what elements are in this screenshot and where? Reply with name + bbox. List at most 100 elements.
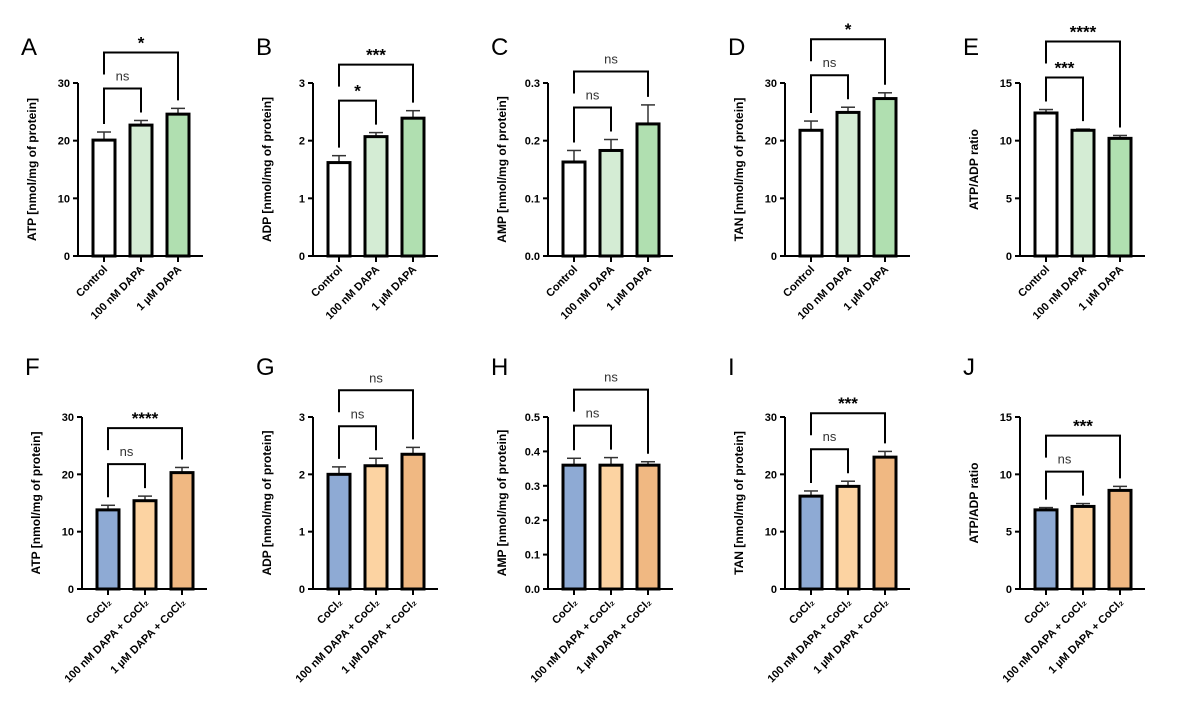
panel-label: J [963, 354, 975, 381]
y-axis-label: ATP/ADP ratio [967, 129, 981, 210]
panel-label: E [963, 34, 979, 61]
bar [835, 484, 861, 591]
panel-label: I [728, 354, 735, 381]
x-tick-label: 1 µM DAPA + CoCl₂ [1046, 597, 1126, 677]
significance-label: ns [369, 370, 383, 385]
y-axis-label: AMP [nmol/mg of protein] [495, 96, 509, 242]
x-tick-label: CoCl₂ [1022, 597, 1052, 627]
bar [132, 499, 158, 591]
significance-label: * [138, 33, 145, 52]
bar [1070, 128, 1096, 258]
bar [169, 471, 195, 591]
bar [872, 455, 898, 591]
significance-label: *** [366, 46, 386, 65]
significance-bracket [1045, 76, 1084, 122]
significance-label: * [354, 82, 361, 101]
significance-bracket [103, 87, 142, 125]
y-tick-label: 30 [62, 412, 74, 424]
bar [635, 122, 661, 258]
panel-label: A [21, 34, 37, 61]
y-axis-label: ADP [nmol/mg of protein] [260, 430, 274, 575]
y-tick-label: 0.1 [525, 193, 540, 205]
bar [400, 452, 426, 591]
significance-label: *** [1073, 417, 1093, 436]
bar [165, 112, 191, 258]
y-tick-label: 2 [299, 136, 305, 148]
y-tick-label: 0 [771, 251, 777, 263]
significance-label: ns [586, 88, 600, 103]
y-tick-label: 10 [62, 527, 74, 539]
significance-label: ns [351, 406, 365, 421]
x-tick-label: Control [74, 264, 110, 300]
bar [1033, 111, 1059, 258]
bar [1107, 488, 1133, 591]
y-tick-label: 30 [765, 412, 777, 424]
significance-bracket [573, 424, 612, 451]
y-tick-label: 3 [299, 78, 305, 90]
significance-label: *** [1055, 59, 1075, 78]
x-tick-label: Control [544, 264, 580, 300]
significance-label: ns [604, 370, 618, 385]
x-tick-label: 1 µM DAPA + CoCl₂ [811, 597, 891, 677]
y-tick-label: 0 [64, 251, 70, 263]
significance-label: *** [838, 394, 858, 413]
x-tick-label: Control [781, 264, 817, 300]
significance-bracket [1045, 40, 1121, 128]
significance-label: ns [823, 429, 837, 444]
y-axis-label: ATP [nmol/mg of protein] [25, 98, 39, 241]
bar [95, 508, 121, 591]
y-axis-label: TAN [nmol/mg of protein] [732, 431, 746, 575]
y-tick-label: 3 [299, 412, 305, 424]
y-tick-label: 20 [58, 136, 70, 148]
x-tick-label: CoCl₂ [315, 597, 345, 627]
y-tick-label: 15 [1000, 412, 1012, 424]
bar [835, 110, 861, 258]
significance-label: **** [132, 409, 159, 428]
y-axis-label: ADP [nmol/mg of protein] [260, 97, 274, 242]
panel-c: C 0.0 0.1 0.2 0.3 AMP [nmol/mg of protein] Con… [491, 34, 673, 322]
y-tick-label: 1 [299, 527, 305, 539]
bar [1070, 504, 1096, 591]
significance-bracket [810, 38, 886, 85]
significance-bracket [338, 99, 377, 148]
y-tick-label: 0.0 [525, 251, 540, 263]
bar [400, 116, 426, 258]
x-tick-label: CoCl₂ [550, 597, 580, 627]
y-axis-label: ATP [nmol/mg of protein] [29, 432, 43, 575]
y-axis-label: ATP/ADP ratio [967, 463, 981, 544]
x-tick-label: Control [309, 264, 345, 300]
significance-label: ns [586, 406, 600, 421]
bar [1033, 508, 1059, 591]
y-tick-label: 10 [1000, 469, 1012, 481]
y-tick-label: 0 [68, 584, 74, 596]
y-tick-label: 20 [62, 469, 74, 481]
significance-bracket [1045, 470, 1084, 500]
panel-label: F [25, 354, 40, 381]
x-tick-label: Control [1016, 264, 1052, 300]
y-tick-label: 0 [771, 584, 777, 596]
y-tick-label: 0 [1006, 584, 1012, 596]
y-tick-label: 20 [765, 469, 777, 481]
significance-label: ns [823, 55, 837, 70]
panel-h: H 0.0 0.1 0.2 0.3 0.4 0.5 AMP [nmol/mg of prote… [491, 354, 673, 685]
significance-bracket [338, 63, 414, 103]
significance-label: **** [1070, 23, 1097, 42]
significance-bracket [1045, 434, 1121, 479]
y-axis-label: AMP [nmol/mg of protein] [495, 430, 509, 576]
x-tick-label: CoCl₂ [787, 597, 817, 627]
y-tick-label: 0.3 [525, 481, 540, 493]
panel-label: H [491, 354, 508, 381]
y-tick-label: 20 [765, 136, 777, 148]
y-tick-label: 2 [299, 469, 305, 481]
y-tick-label: 0.0 [525, 584, 540, 596]
significance-label: ns [604, 52, 618, 67]
significance-label: ns [120, 444, 134, 459]
significance-bracket [338, 425, 377, 459]
y-tick-label: 10 [765, 193, 777, 205]
